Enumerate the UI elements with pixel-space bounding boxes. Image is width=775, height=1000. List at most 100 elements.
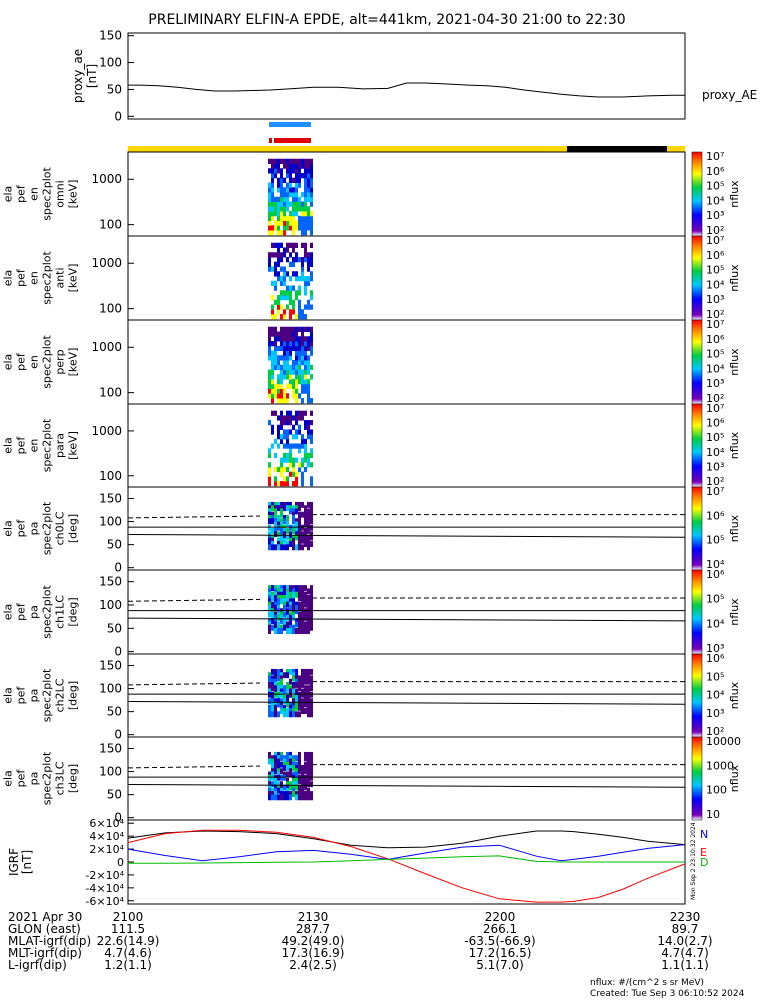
spectrogram-cell: [295, 379, 298, 385]
spectrogram-cell: [289, 295, 292, 301]
spectrogram-cell: [307, 280, 310, 286]
spectrogram-cell: [295, 388, 298, 394]
spectrogram-cell: [310, 678, 313, 685]
spectrogram-cell: [283, 761, 286, 768]
spectrogram-cell: [310, 518, 313, 525]
spectrogram-cell: [283, 177, 286, 183]
spectrogram-cell: [310, 182, 313, 188]
spectrogram-cell: [307, 452, 310, 459]
panel-7: ela pef pa spec2plot ch2LC [deg]05010015010²1…: [2, 652, 742, 742]
spectrogram-cell: [310, 242, 313, 248]
spectrogram-cell: [277, 544, 280, 551]
spectrogram-cell: [307, 225, 310, 231]
spectrogram-cell: [277, 501, 280, 508]
spectrogram-cell: [289, 764, 292, 771]
spectrogram-cell: [310, 534, 313, 541]
spectrogram-cell: [283, 331, 286, 337]
spectrogram-cell: [271, 383, 274, 389]
spectrogram-cell: [268, 393, 271, 399]
spectrogram-cell: [277, 242, 280, 248]
spectrogram-cell: [301, 614, 304, 621]
spectrogram-cell: [274, 242, 277, 248]
spectrogram-cell: [271, 614, 274, 621]
spectrogram-cell: [304, 688, 307, 695]
spectrogram-cell: [304, 768, 307, 775]
spectrogram-cell: [277, 524, 280, 531]
spectrogram-cell: [268, 476, 271, 482]
spectrogram-cell: [304, 672, 307, 679]
spectrogram-cell: [307, 685, 310, 692]
spectrogram-cell: [304, 751, 307, 758]
spectrogram-cell: [304, 345, 307, 351]
spectrogram-cell: [292, 369, 295, 375]
spectrogram-cell: [298, 257, 301, 263]
spectrogram-cell: [307, 528, 310, 534]
spectrogram-cell: [274, 764, 277, 771]
spectrogram-cell: [274, 678, 277, 685]
spectrogram-cell: [274, 595, 277, 602]
spectrogram-cell: [301, 771, 304, 778]
spectrogram-cell: [304, 452, 307, 459]
spectrogram-cell: [307, 168, 310, 174]
spectrogram-cell: [280, 618, 283, 625]
spectrogram-cell: [289, 341, 292, 347]
spectrogram-cell: [307, 761, 310, 768]
spectrogram-cell: [271, 781, 274, 788]
spectrogram-cell: [280, 266, 283, 272]
spectrogram-cell: [274, 252, 277, 258]
spectrogram-cell: [292, 668, 295, 675]
spectrogram-cell: [298, 588, 301, 595]
spectrogram-cell: [310, 364, 313, 370]
spectrogram-cell: [280, 177, 283, 183]
spectrogram-cell: [280, 336, 283, 342]
spectrogram-cell: [304, 624, 307, 631]
spectrogram-cell: [301, 531, 304, 538]
spectrogram-cell: [289, 420, 292, 426]
spectrogram-cell: [277, 685, 280, 692]
colorbar: [691, 486, 703, 571]
spectrogram-cell: [268, 704, 271, 711]
spectrogram-cell: [292, 708, 295, 714]
spectrogram-cell: [310, 304, 313, 310]
spectrogram-cell: [310, 794, 313, 801]
spectrogram-cell: [271, 701, 274, 708]
spectrogram-cell: [307, 621, 310, 628]
spectrogram-cell: [292, 534, 295, 541]
spectrogram-cell: [268, 420, 271, 426]
spectrogram-cell: [301, 784, 304, 791]
spectrogram-cell: [280, 704, 283, 711]
panel-frame: [127, 569, 686, 655]
spectrogram-cell: [274, 173, 277, 179]
igrf-panel: IGRF [nT] -6×10⁴-4×10⁴-2×10⁴02×10⁴4×10⁴6…: [7, 817, 708, 908]
ae-y-tick-label: 150: [99, 29, 122, 43]
spectrogram-cell: [307, 524, 310, 531]
spectrogram-cell: [277, 588, 280, 595]
spectrogram-cell: [292, 261, 295, 267]
spectrogram-cell: [298, 774, 301, 781]
spectrogram-cell: [307, 588, 310, 595]
spectrogram-cell: [277, 163, 280, 169]
spectrogram-cell: [298, 364, 301, 370]
spectrogram-cell: [268, 369, 271, 375]
spectrogram-cell: [298, 511, 301, 518]
spectrogram-cell: [304, 781, 307, 788]
spectrogram-cell: [280, 524, 283, 531]
spectrogram-cell: [292, 704, 295, 711]
spectrogram-cell: [274, 691, 277, 698]
igrf-y-tick-label: 4×10⁴: [89, 830, 124, 843]
spectrogram-cell: [301, 211, 304, 217]
spectrogram-cell: [271, 196, 274, 202]
spectrogram-cell: [283, 211, 286, 217]
spectrogram-cell: [280, 355, 283, 361]
spectrogram-cell: [277, 215, 280, 221]
spectrogram-cell: [310, 434, 313, 440]
spectrogram-cell: [280, 678, 283, 685]
spectrogram-cell: [286, 701, 289, 708]
spectrogram-cell: [301, 524, 304, 531]
spectrogram-cell: [268, 541, 271, 547]
igrf-lines: [127, 829, 686, 903]
colorbar-tick-label: 10: [706, 808, 720, 821]
colorbar-label: nflux: [728, 514, 741, 542]
spectrogram-cell: [274, 280, 277, 286]
